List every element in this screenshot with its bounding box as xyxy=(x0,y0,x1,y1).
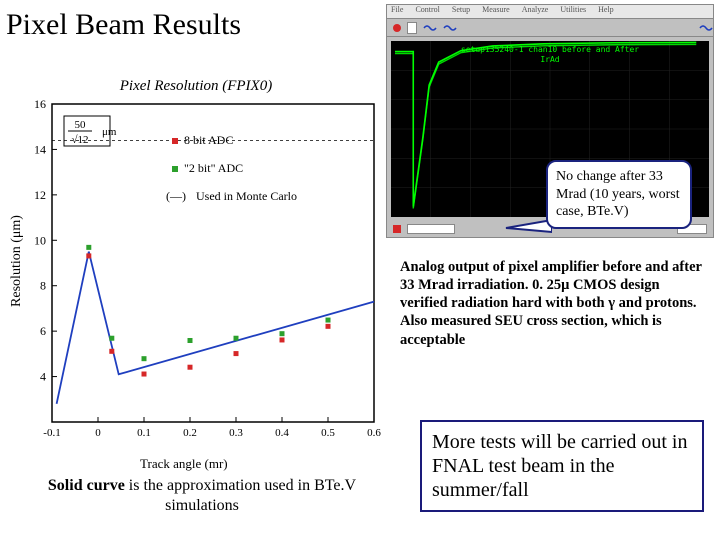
menu-item[interactable]: Setup xyxy=(452,5,470,18)
menu-item[interactable]: Analyze xyxy=(522,5,549,18)
svg-text:Pixel Resolution (FPIX0): Pixel Resolution (FPIX0) xyxy=(119,78,272,94)
toolbar-box xyxy=(407,22,417,34)
callout-tail xyxy=(500,218,552,234)
svg-text:0.5: 0.5 xyxy=(321,427,335,439)
svg-text:12: 12 xyxy=(34,188,46,202)
svg-text:√12: √12 xyxy=(71,134,88,146)
solid-curve-rest: is the approximation used in BTe.V simul… xyxy=(125,477,356,514)
callout-bubble: No change after 33 Mrad (10 years, worst… xyxy=(546,160,692,229)
menu-item[interactable]: File xyxy=(391,5,403,18)
solid-curve-caption: Solid curve is the approximation used in… xyxy=(12,476,392,516)
svg-text:-0.1: -0.1 xyxy=(43,427,60,439)
scope-menubar: File Control Setup Measure Analyze Utili… xyxy=(387,5,713,19)
analog-output-text: Analog output of pixel amplifier before … xyxy=(400,258,708,349)
svg-text:4: 4 xyxy=(40,370,46,384)
page-title: Pixel Beam Results xyxy=(6,8,241,42)
svg-text:Resolution (μm): Resolution (μm) xyxy=(9,215,24,307)
wave-icon xyxy=(423,23,437,33)
svg-text:0: 0 xyxy=(95,427,101,439)
svg-text:Used in Monte Carlo: Used in Monte Carlo xyxy=(196,189,297,203)
scope-caption: setup135240-1 chan10 before and After Ir… xyxy=(391,45,709,64)
wave-icon xyxy=(699,23,713,33)
svg-text:(—): (—) xyxy=(166,189,186,203)
svg-text:8 bit ADC: 8 bit ADC xyxy=(184,133,233,147)
svg-text:0.2: 0.2 xyxy=(183,427,197,439)
svg-text:"2 bit" ADC: "2 bit" ADC xyxy=(184,161,243,175)
more-tests-box: More tests will be carried out in FNAL t… xyxy=(420,420,704,512)
svg-text:16: 16 xyxy=(34,97,46,111)
menu-item[interactable]: Help xyxy=(598,5,614,18)
svg-text:14: 14 xyxy=(34,142,46,156)
record-icon xyxy=(393,24,401,32)
menu-item[interactable]: Control xyxy=(415,5,439,18)
svg-text:6: 6 xyxy=(40,324,46,338)
wave-icon xyxy=(443,23,457,33)
solid-curve-bold: Solid curve xyxy=(48,477,125,494)
marker-icon xyxy=(393,225,401,233)
chart-xlabel: Track angle (mr) xyxy=(140,456,228,472)
footer-box xyxy=(407,224,455,234)
resolution-chart: 4 6 8 10 12 14 16 -0.1 0 0.1 0.2 0.3 0.4 0.5 0.6 Pixel … xyxy=(6,76,386,446)
svg-text:50: 50 xyxy=(75,119,87,131)
svg-text:0.4: 0.4 xyxy=(275,427,289,439)
scope-toolbar xyxy=(387,19,713,37)
svg-text:μm: μm xyxy=(102,126,117,138)
svg-text:10: 10 xyxy=(34,233,46,247)
menu-item[interactable]: Measure xyxy=(482,5,510,18)
svg-text:0.3: 0.3 xyxy=(229,427,243,439)
svg-text:0.6: 0.6 xyxy=(367,427,381,439)
svg-text:0.1: 0.1 xyxy=(137,427,151,439)
svg-text:8: 8 xyxy=(40,279,46,293)
menu-item[interactable]: Utilities xyxy=(560,5,586,18)
